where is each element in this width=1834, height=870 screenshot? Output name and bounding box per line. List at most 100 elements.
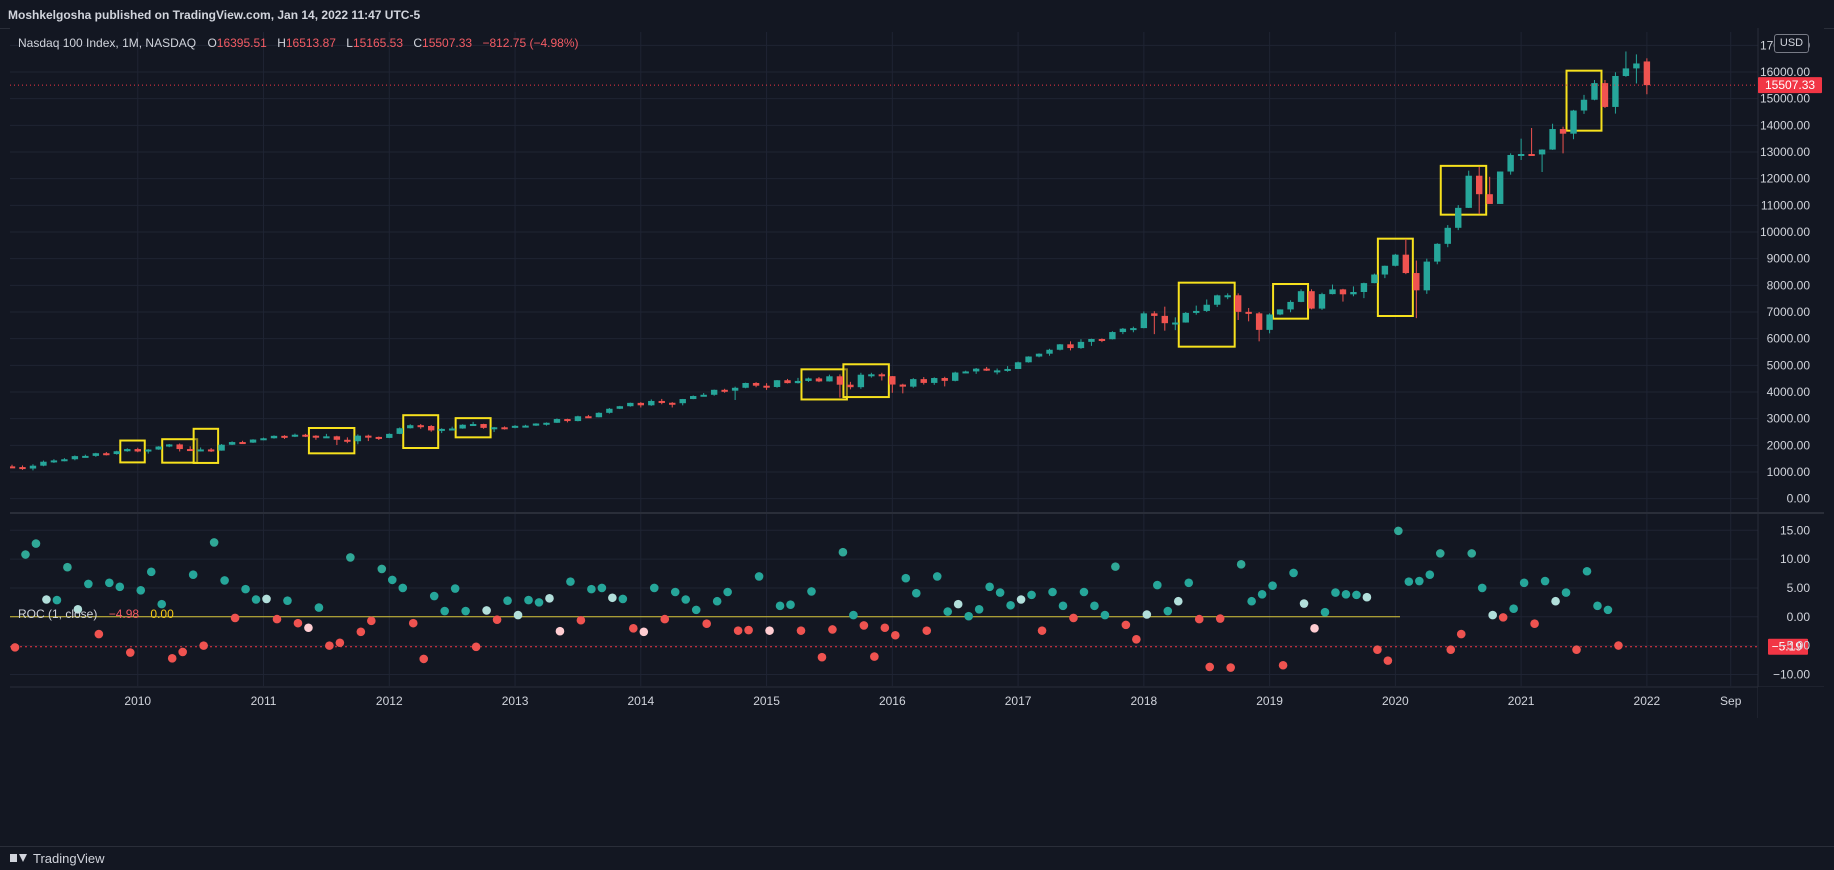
candlestick[interactable] (469, 421, 477, 427)
roc-point[interactable] (880, 623, 890, 633)
roc-point[interactable] (73, 605, 83, 614)
candlestick[interactable] (1528, 128, 1535, 156)
roc-point[interactable] (52, 595, 62, 605)
roc-indicator-name[interactable]: ROC (1, close) (18, 607, 98, 621)
roc-point[interactable] (1257, 590, 1267, 599)
roc-point[interactable] (115, 582, 125, 592)
roc-point[interactable] (1048, 587, 1057, 597)
time-axis[interactable]: 2010 2011 2012 2013 2014 2015 2016 2017 2018 2019… (124, 694, 1741, 708)
roc-point[interactable] (1404, 577, 1414, 586)
candlestick[interactable] (103, 452, 110, 456)
roc-point[interactable] (1519, 578, 1529, 588)
roc-point[interactable] (1561, 588, 1571, 597)
candlestick[interactable] (972, 368, 980, 374)
roc-point[interactable] (1383, 656, 1393, 665)
roc-point[interactable] (1184, 578, 1194, 588)
candlestick[interactable] (1381, 265, 1389, 279)
candlestick[interactable] (1549, 123, 1556, 150)
roc-point[interactable] (943, 607, 953, 616)
candlestick[interactable] (1402, 238, 1410, 275)
roc-point[interactable] (733, 626, 743, 635)
candlestick[interactable] (1423, 258, 1430, 294)
candlestick[interactable] (1612, 72, 1619, 114)
candlestick[interactable] (1067, 341, 1074, 351)
roc-point[interactable] (10, 643, 20, 652)
candlestick[interactable] (1234, 293, 1242, 320)
candlestick[interactable] (1538, 149, 1546, 172)
candlestick[interactable] (1119, 328, 1127, 335)
candlestick[interactable] (375, 436, 382, 440)
candlestick[interactable] (1559, 126, 1567, 154)
roc-point[interactable] (346, 553, 355, 562)
roc-point[interactable] (555, 626, 565, 636)
candlestick[interactable] (270, 435, 278, 439)
roc-point[interactable] (995, 588, 1005, 597)
candlestick[interactable] (1297, 289, 1305, 303)
roc-point[interactable] (618, 594, 628, 604)
roc-point[interactable] (691, 605, 701, 615)
roc-point[interactable] (922, 626, 932, 635)
candlestick[interactable] (176, 443, 183, 452)
roc-point[interactable] (167, 654, 177, 663)
roc-point[interactable] (838, 547, 848, 557)
candlestick[interactable] (1214, 294, 1221, 307)
candlestick[interactable] (1014, 361, 1022, 370)
candlestick[interactable] (606, 408, 613, 414)
candlestick[interactable] (1570, 109, 1577, 140)
candlestick[interactable] (564, 418, 571, 423)
candlestick[interactable] (1486, 176, 1493, 204)
candlestick[interactable] (1172, 317, 1179, 331)
candlestick[interactable] (543, 422, 550, 426)
candlestick[interactable] (40, 460, 47, 467)
candlestick[interactable] (836, 374, 844, 398)
candlestick[interactable] (312, 435, 320, 440)
roc-point[interactable] (440, 606, 449, 616)
candlestick[interactable] (1496, 171, 1504, 204)
roc-point[interactable] (157, 599, 167, 609)
roc-point[interactable] (471, 642, 481, 652)
candlestick[interactable] (910, 378, 917, 388)
candlestick[interactable] (1266, 313, 1273, 334)
candlestick[interactable] (857, 372, 865, 389)
candlestick[interactable] (1413, 260, 1420, 319)
roc-point[interactable] (891, 630, 900, 640)
candlestick[interactable] (1025, 356, 1032, 363)
roc-point[interactable] (1572, 645, 1581, 654)
candlestick[interactable] (1580, 94, 1588, 114)
roc-point[interactable] (859, 621, 869, 630)
candlestick[interactable] (1004, 366, 1011, 372)
candlestick[interactable] (1633, 54, 1640, 84)
candlestick[interactable] (323, 433, 330, 439)
roc-point[interactable] (1352, 590, 1361, 600)
roc-point[interactable] (21, 550, 30, 559)
candlestick[interactable] (742, 382, 749, 389)
candlestick[interactable] (511, 425, 519, 429)
candlestick[interactable] (1130, 326, 1137, 333)
roc-point[interactable] (262, 594, 271, 604)
roc-point[interactable] (1037, 626, 1047, 635)
candlestick[interactable] (1371, 273, 1378, 284)
candlestick[interactable] (658, 398, 665, 405)
roc-point[interactable] (230, 613, 240, 623)
roc-point[interactable] (482, 606, 491, 615)
roc-point[interactable] (1341, 590, 1351, 599)
roc-point[interactable] (702, 619, 711, 629)
candlestick[interactable] (113, 450, 120, 455)
roc-point[interactable] (220, 576, 229, 585)
roc-point[interactable] (209, 538, 219, 547)
roc-point[interactable] (1268, 581, 1277, 590)
candlestick[interactable] (815, 377, 823, 383)
roc-point[interactable] (911, 588, 921, 598)
roc-point[interactable] (817, 652, 827, 662)
roc-point[interactable] (1194, 614, 1204, 624)
roc-point[interactable] (146, 567, 156, 577)
candlestick[interactable] (1193, 305, 1200, 315)
candlestick[interactable] (794, 377, 802, 384)
candlestick[interactable] (763, 383, 770, 390)
roc-point[interactable] (105, 578, 114, 588)
roc-point[interactable] (786, 600, 795, 609)
roc-point[interactable] (775, 601, 785, 611)
roc-point[interactable] (576, 615, 586, 625)
candlestick[interactable] (155, 446, 162, 450)
candlestick[interactable] (134, 447, 141, 453)
